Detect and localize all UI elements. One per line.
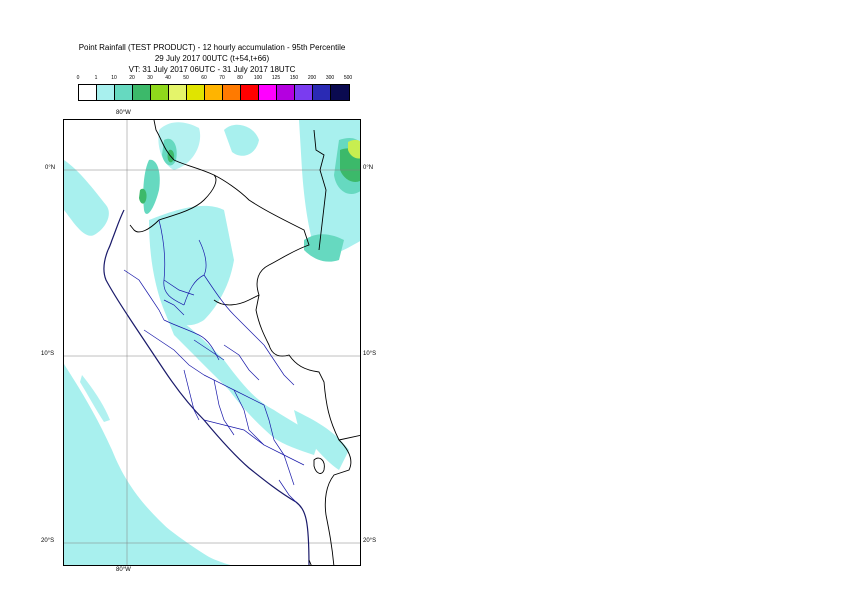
legend-threshold-label: 200	[307, 75, 317, 81]
legend-threshold-label: 500	[343, 75, 353, 81]
lat-label-right-10: 10°S	[363, 351, 377, 357]
legend-threshold-label: 0	[76, 75, 80, 81]
legend-swatch	[277, 85, 295, 100]
legend-swatch	[151, 85, 169, 100]
legend-swatch	[169, 85, 187, 100]
graticule	[64, 120, 360, 565]
legend-threshold-label: 10	[111, 75, 117, 81]
legend-swatch	[295, 85, 313, 100]
legend-swatch	[313, 85, 331, 100]
lat-label-right-0: 0°N	[363, 165, 374, 171]
legend-swatch	[241, 85, 259, 100]
regional-borders	[123, 219, 305, 503]
rainfall-field-intense	[348, 139, 360, 159]
legend-threshold-label: 1	[94, 75, 98, 81]
rainfall-field-ocean	[64, 120, 360, 565]
legend-colorbar	[78, 84, 350, 101]
map-canvas	[64, 120, 360, 565]
legend-threshold-label: 50	[183, 75, 189, 81]
legend-threshold-label: 80	[237, 75, 243, 81]
lat-label-left-10: 10°S	[41, 351, 55, 357]
rainfall-map	[63, 119, 361, 566]
legend-swatch	[223, 85, 241, 100]
legend-swatch	[79, 85, 97, 100]
lat-label-right-20: 20°S	[363, 538, 377, 544]
legend-swatch	[97, 85, 115, 100]
legend-threshold-label: 300	[325, 75, 335, 81]
lon-label-bottom: 80°W	[116, 567, 131, 573]
legend-swatch	[133, 85, 151, 100]
legend-swatch	[187, 85, 205, 100]
map-title: Point Rainfall (TEST PRODUCT) - 12 hourl…	[78, 43, 346, 52]
legend-threshold-label: 125	[271, 75, 281, 81]
legend-threshold-label: 40	[165, 75, 171, 81]
legend-swatch	[115, 85, 133, 100]
legend-swatch	[205, 85, 223, 100]
legend-threshold-label: 150	[289, 75, 299, 81]
map-run-time: 29 July 2017 00UTC (t+54,t+66)	[154, 54, 270, 63]
legend-swatch	[259, 85, 277, 100]
legend-swatch	[331, 85, 349, 100]
legend-threshold-label: 100	[253, 75, 263, 81]
legend-threshold-label: 20	[129, 75, 135, 81]
legend-threshold-labels: 0 1 10 20 30 40 50 60 70 80 100 125 150 200 300 500	[0, 75, 842, 84]
lat-label-left-0: 0°N	[45, 165, 56, 171]
legend-threshold-label: 60	[201, 75, 207, 81]
legend-threshold-label: 30	[147, 75, 153, 81]
legend-threshold-label: 70	[219, 75, 225, 81]
lon-label-top: 80°W	[116, 110, 131, 116]
lat-label-left-20: 20°S	[41, 538, 55, 544]
map-valid-time: VT: 31 July 2017 06UTC - 31 July 2017 18…	[128, 65, 296, 74]
national-borders	[129, 120, 360, 565]
